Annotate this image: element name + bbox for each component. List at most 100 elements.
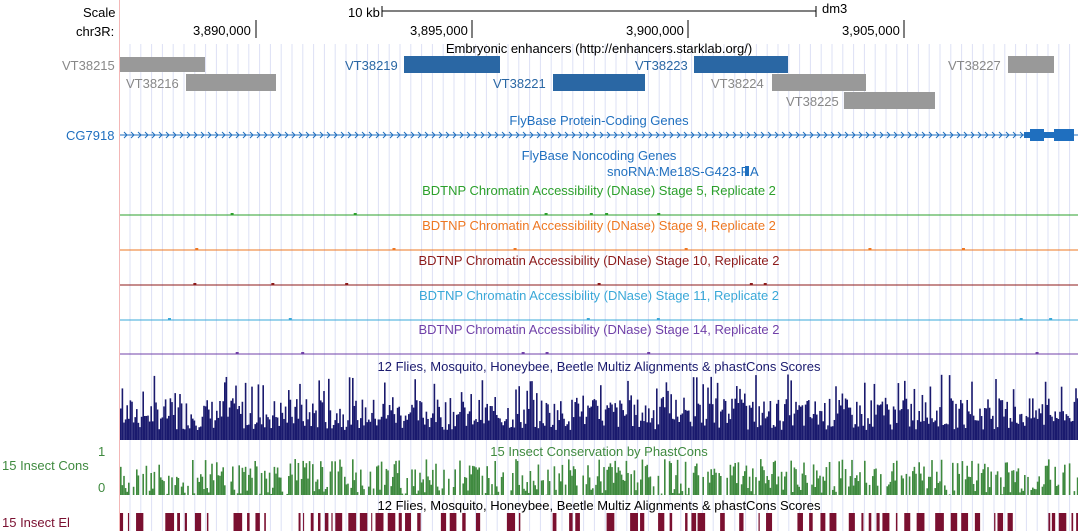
cons-bar (411, 469, 413, 495)
cons-bar (680, 483, 682, 495)
multiz-bar (622, 410, 624, 440)
cons-bar (676, 459, 679, 495)
enhancer-label-vt38216[interactable]: VT38216 (126, 76, 179, 91)
enhancer-vt38227[interactable] (1008, 56, 1054, 73)
gene-label-cg7918[interactable]: CG7918 (66, 128, 115, 143)
multiz-bar (160, 418, 162, 440)
multiz-bar (913, 388, 916, 440)
strand-arrow (536, 131, 541, 139)
insect-el-side-label[interactable]: 15 Insect El (2, 515, 70, 530)
enhancer-label-vt38221[interactable]: VT38221 (493, 76, 546, 91)
multiz-bar (398, 406, 400, 440)
ruler-position: 3,900,000 (626, 23, 684, 38)
cons-bar (395, 460, 397, 495)
cons-bar (771, 474, 773, 495)
gene-model-cg7918[interactable] (120, 126, 1078, 144)
enhancer-vt38219[interactable] (404, 56, 500, 73)
multiz-bar (1059, 411, 1061, 440)
multiz-bar (657, 424, 660, 440)
cons-bar (718, 473, 720, 495)
element-block (848, 513, 855, 531)
enhancer-vt38224[interactable] (772, 74, 866, 91)
cons-bar (529, 470, 532, 495)
enhancer-label-vt38225[interactable]: VT38225 (786, 94, 839, 109)
multiz-bar (641, 412, 644, 440)
enhancer-label-vt38215[interactable]: VT38215 (62, 58, 115, 73)
strand-arrow (438, 131, 443, 139)
cons-bar (145, 465, 148, 495)
multiz-bar (902, 400, 904, 440)
multiz-bar (256, 422, 258, 440)
multiz-bar (528, 408, 530, 440)
cons-bar (1068, 463, 1071, 495)
cons-bar (288, 476, 290, 495)
exon (1030, 129, 1044, 141)
multiz-bar (411, 404, 413, 440)
cons-bar (619, 470, 621, 495)
strand-arrow (746, 131, 751, 139)
multiz-bar (972, 415, 975, 440)
strand-arrow (291, 131, 296, 139)
cons-bar (819, 475, 821, 495)
cons-bar (564, 484, 567, 495)
multiz-bar (723, 399, 725, 440)
cons-bar (204, 460, 207, 495)
cons-bar (1076, 477, 1078, 495)
multiz-bar (529, 381, 532, 440)
multiz-bar (179, 394, 181, 440)
insect-cons-side-label[interactable]: 15 Insect Cons (2, 458, 89, 473)
strand-arrow (592, 131, 597, 139)
cons-bar (782, 489, 784, 495)
enhancer-vt38225[interactable] (844, 92, 935, 109)
cons-bar (321, 467, 324, 495)
multiz-bar (1062, 411, 1064, 440)
multiz-bar (499, 418, 501, 440)
cons-bar (390, 486, 392, 495)
enhancer-label-vt38219[interactable]: VT38219 (345, 58, 398, 73)
cons-bar (841, 459, 844, 495)
multiz-bar (1022, 422, 1024, 440)
strand-arrow (844, 131, 849, 139)
multiz-bar (619, 400, 621, 440)
multiz-bar (729, 419, 732, 440)
multiz-bar (779, 420, 781, 440)
strand-arrow (263, 131, 268, 139)
enhancer-label-vt38224[interactable]: VT38224 (711, 76, 764, 91)
multiz-bar (918, 411, 920, 440)
enhancer-vt38215[interactable] (120, 57, 205, 72)
enhancer-vt38216[interactable] (186, 74, 276, 91)
cons-bar (990, 471, 992, 495)
enhancer-vt38221[interactable] (553, 74, 645, 91)
enhancer-vt38223[interactable] (694, 56, 788, 73)
multiz-bar (147, 415, 149, 440)
enhancer-label-vt38227[interactable]: VT38227 (948, 58, 1001, 73)
cons-bar (672, 492, 674, 495)
multiz-bar (833, 419, 836, 440)
element-block (829, 513, 837, 531)
strand-arrow (935, 131, 940, 139)
multiz-bar (598, 418, 600, 440)
gene-label-snorna[interactable]: snoRNA:Me18S-G423-RA (607, 164, 759, 179)
cons-bar (936, 471, 938, 495)
multiz-bar (763, 401, 765, 440)
strand-arrow (172, 131, 177, 139)
multiz-bar (470, 394, 472, 440)
strand-arrow (564, 131, 569, 139)
enhancer-label-vt38223[interactable]: VT38223 (635, 58, 688, 73)
element-block (177, 513, 180, 531)
multiz-bar (368, 419, 370, 440)
multiz-bar (892, 406, 895, 440)
gene-snorna[interactable] (745, 166, 749, 176)
multiz-bar (342, 414, 344, 440)
multiz-bar (419, 401, 421, 440)
multiz-bar (462, 401, 464, 440)
multiz-bar (217, 417, 220, 440)
strand-arrow (543, 131, 548, 139)
element-block (974, 513, 981, 531)
strand-arrow (795, 131, 800, 139)
cons-bar (814, 486, 816, 495)
cons-bar (742, 475, 744, 495)
cons-bar (1044, 465, 1047, 495)
element-block (739, 513, 744, 531)
cons-bar (396, 473, 399, 495)
